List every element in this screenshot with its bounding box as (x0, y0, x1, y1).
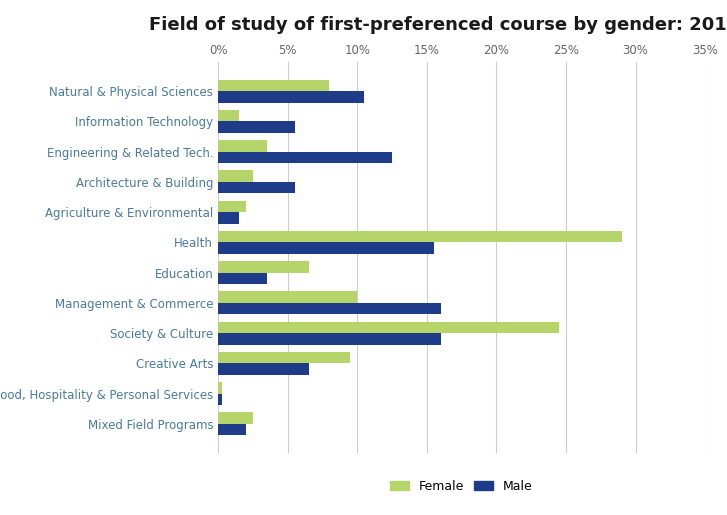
Bar (218, 424, 246, 435)
Bar (218, 151, 392, 163)
Bar (218, 393, 222, 405)
Bar (218, 91, 364, 102)
Bar (218, 110, 239, 122)
Bar (218, 261, 308, 272)
Bar (218, 212, 239, 224)
Bar (218, 333, 441, 345)
Bar (218, 322, 559, 333)
Bar (218, 303, 441, 314)
Title: Field of study of first-preferenced course by gender: 2017–18: Field of study of first-preferenced cour… (149, 16, 727, 34)
Bar (218, 80, 329, 91)
Bar (218, 382, 222, 393)
Bar (218, 182, 294, 193)
Bar (218, 364, 308, 375)
Bar (218, 231, 622, 243)
Bar (218, 140, 267, 151)
Bar (218, 122, 294, 133)
Bar (218, 243, 434, 254)
Bar (218, 352, 350, 364)
Bar (218, 201, 246, 212)
Bar (218, 291, 357, 303)
Bar (218, 272, 267, 284)
Bar (218, 413, 253, 424)
Bar (218, 170, 253, 182)
Legend: Female, Male: Female, Male (385, 475, 538, 498)
